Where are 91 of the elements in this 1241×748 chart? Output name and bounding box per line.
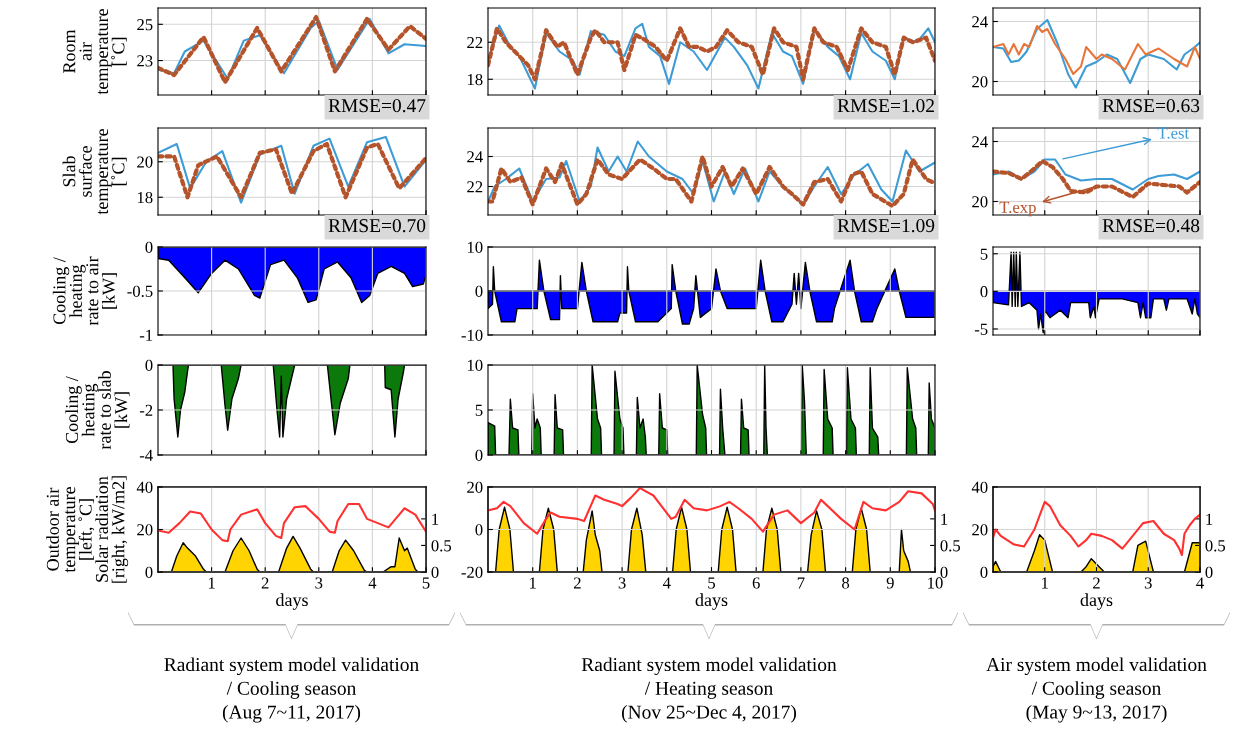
line-series xyxy=(488,154,935,209)
y-axis-title: Outdoor air temperature [left, ˚C] Solar radiation [right, kW/m2] xyxy=(46,476,129,583)
text: RMSE=1.09 xyxy=(837,219,935,233)
x-tick-label: 5 xyxy=(708,577,716,589)
y-tick-label: 18 xyxy=(137,191,153,204)
y2-tick-label: 0 xyxy=(431,566,439,578)
line-series xyxy=(993,24,1200,76)
text: Radiant system model validation / Cooling season (Aug 7~11, 2017) xyxy=(164,657,419,723)
y-axis-title: Cooling / heating rate to air [kW] xyxy=(52,256,117,326)
y-tick-label: 10 xyxy=(467,241,483,253)
x-tick-label: 3 xyxy=(618,577,626,589)
x-tick-label: 4 xyxy=(662,577,671,589)
y-tick-label: 0 xyxy=(145,359,153,371)
y-tick-label: 22 xyxy=(467,181,483,193)
y-tick-label: 20 xyxy=(137,524,153,536)
y2-tick-label: 1 xyxy=(1206,513,1213,525)
x-axis-title: days xyxy=(1080,593,1113,610)
y-tick-label: 24 xyxy=(972,16,988,28)
text: RMSE=0.47 xyxy=(328,99,426,113)
y-tick-label: -4 xyxy=(139,449,153,461)
y2-tick-label: 0.5 xyxy=(940,540,961,552)
y-tick-label: 0 xyxy=(145,566,153,578)
x-tick-label: 4 xyxy=(368,577,377,589)
y-tick-label: 25 xyxy=(137,19,153,31)
y-tick-label: 20 xyxy=(137,156,153,168)
line-series xyxy=(993,158,1200,191)
y-tick-label: -10 xyxy=(461,329,483,341)
x-tick-label: 1 xyxy=(530,577,536,589)
y-tick-label: 40 xyxy=(971,481,988,493)
y2-tick-label: 1 xyxy=(941,513,948,525)
y2-tick-label: 0 xyxy=(940,566,948,578)
text: RMSE=0.63 xyxy=(1102,99,1200,113)
y-tick-label: 23 xyxy=(137,55,153,67)
y-tick-label: -0.5 xyxy=(127,285,153,298)
x-tick-label: 3 xyxy=(315,577,323,589)
line-series xyxy=(993,18,1200,89)
y-tick-label: 20 xyxy=(972,196,988,208)
x-tick-label: 10 xyxy=(928,577,943,589)
line-series xyxy=(488,26,935,82)
y-tick-label: 0 xyxy=(475,524,483,536)
annotation: T.est xyxy=(1157,127,1190,139)
x-tick-label: 2 xyxy=(573,577,581,589)
x-axis-title: days xyxy=(276,593,308,610)
y-tick-label: -2 xyxy=(139,404,153,416)
y-tick-label: 20 xyxy=(972,524,988,536)
line-series xyxy=(488,140,935,206)
x-tick-label: 1 xyxy=(208,577,215,589)
x-tick-label: 9 xyxy=(886,577,894,589)
y-tick-label: -20 xyxy=(461,566,483,578)
y-tick-label: 24 xyxy=(467,151,483,163)
x-tick-label: 5 xyxy=(422,577,430,589)
x-axis-title: days xyxy=(695,593,728,610)
y-tick-label: 0 xyxy=(980,566,988,578)
y-tick-label: 0 xyxy=(475,449,483,461)
y-tick-label: 5 xyxy=(475,404,483,416)
y2-tick-label: 0.5 xyxy=(1205,540,1226,552)
annotation: T.exp xyxy=(999,201,1036,217)
y-tick-label: -1 xyxy=(139,329,153,341)
x-tick-label: 4 xyxy=(1196,577,1204,589)
y-tick-label: 24 xyxy=(972,136,988,148)
text: RMSE=0.48 xyxy=(1102,219,1200,233)
y-tick-label: 0 xyxy=(980,286,988,298)
y-tick-label: 22 xyxy=(467,36,483,49)
y-tick-label: 5 xyxy=(980,248,988,260)
text: RMSE=1.02 xyxy=(837,99,934,113)
y2-tick-label: 1 xyxy=(432,513,439,525)
x-tick-label: 3 xyxy=(1144,577,1152,589)
y-tick-label: 20 xyxy=(467,481,483,493)
line-series xyxy=(993,158,1200,200)
y-tick-label: -5 xyxy=(974,323,988,335)
text: RMSE=0.70 xyxy=(328,219,426,233)
y-tick-label: 18 xyxy=(467,73,483,86)
x-tick-label: 8 xyxy=(842,577,850,589)
x-tick-label: 2 xyxy=(261,577,269,589)
line-series xyxy=(158,502,426,543)
x-tick-label: 6 xyxy=(752,577,760,589)
y-tick-label: 20 xyxy=(972,76,988,88)
y-tick-label: 10 xyxy=(467,359,483,371)
x-tick-label: 7 xyxy=(797,577,805,589)
y-axis-title: Cooling / heating rate to slab [kW] xyxy=(65,371,130,450)
x-tick-label: 1 xyxy=(1042,577,1048,589)
y-tick-label: 0 xyxy=(475,285,483,297)
y2-tick-label: 0.5 xyxy=(431,540,452,552)
y2-tick-label: 0 xyxy=(1205,566,1213,578)
text: Radiant system model validation / Heating season (Nov 25~Dec 4, 2017) xyxy=(581,657,837,723)
y-axis-title: Room air temperature [˚C] xyxy=(63,9,127,95)
text: Air system model validation / Cooling season (May 9~13, 2017) xyxy=(986,657,1207,723)
x-tick-label: 2 xyxy=(1093,577,1100,589)
y-tick-label: 40 xyxy=(136,481,153,493)
y-tick-label: 0 xyxy=(145,241,153,253)
y-axis-title: Slab surface temperature [˚C] xyxy=(62,129,127,215)
